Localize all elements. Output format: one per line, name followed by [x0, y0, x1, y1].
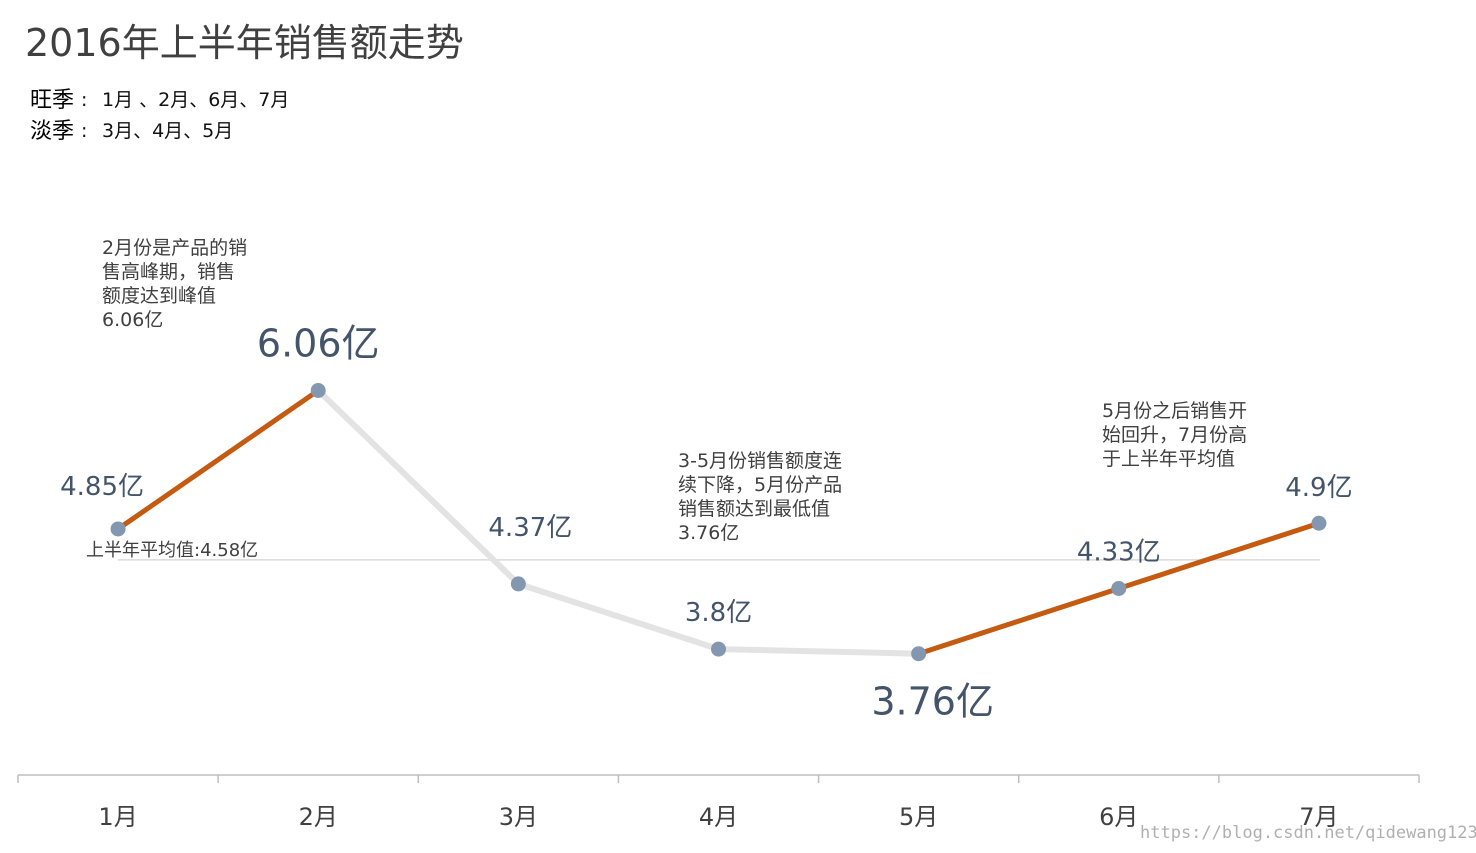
data-point-1 — [110, 521, 126, 537]
note-peak-line-2: 售高峰期，销售 — [102, 261, 235, 283]
note-peak-line-3: 额度达到峰值 — [102, 285, 216, 307]
value-label-4: 3.8亿 — [685, 598, 752, 628]
x-tick-label-5: 5月 — [899, 803, 938, 831]
average-label: 上半年平均值:4.58亿 — [86, 540, 258, 561]
legend-peak-key: 旺季 — [30, 88, 74, 113]
data-point-7 — [1311, 515, 1327, 531]
watermark: https://blog.csdn.net/qidewang123 — [1140, 823, 1476, 843]
x-tick-label-4: 4月 — [699, 803, 738, 831]
note-recovery-line-1: 5月份之后销售开 — [1102, 400, 1247, 422]
data-point-2 — [310, 383, 326, 399]
value-label-7: 4.9亿 — [1285, 473, 1352, 503]
value-label-3: 4.37亿 — [488, 513, 572, 543]
value-label-6: 4.33亿 — [1077, 537, 1161, 567]
note-decline-line-3: 销售额达到最低值 — [678, 498, 830, 520]
legend-peak-months: 1月 、2月、6月、7月 — [102, 89, 289, 111]
value-label-5: 3.76亿 — [871, 680, 994, 724]
note-recovery-line-3: 于上半年平均值 — [1102, 448, 1235, 470]
note-peak-line-1: 2月份是产品的销 — [102, 237, 247, 259]
data-point-4 — [711, 641, 726, 657]
line-segment-5 — [916, 585, 1122, 657]
line-segment-3 — [515, 580, 722, 653]
line-segment-2 — [315, 387, 522, 587]
data-point-5 — [911, 646, 927, 662]
season-legend: 旺季 : 1月 、2月、6月、7月 淡季 : 3月、4月、5月 — [30, 88, 289, 144]
value-labels: 4.85亿 6.06亿 4.37亿 3.8亿 3.76亿 4.33亿 4.9亿 — [60, 322, 1352, 724]
legend-off-key: 淡季 — [30, 119, 74, 144]
x-tick-label-1: 1月 — [98, 803, 137, 831]
note-decline-line-4: 3.76亿 — [678, 522, 739, 544]
x-tick-label-2: 2月 — [299, 803, 338, 831]
x-tick-label-6: 6月 — [1099, 803, 1138, 831]
x-tick-label-7: 7月 — [1299, 803, 1338, 831]
line-segment-4 — [715, 646, 922, 657]
line-segment-1 — [115, 388, 321, 532]
chart-title: 2016年上半年销售额走势 — [25, 21, 464, 65]
x-axis: 1月 2月 3月 4月 5月 6月 7月 — [17, 774, 1420, 831]
note-decline-line-1: 3-5月份销售额度连 — [678, 450, 842, 472]
data-point-3 — [510, 576, 526, 592]
line-segment-6 — [1116, 520, 1322, 591]
legend-off-sep: : — [81, 120, 87, 142]
data-markers — [110, 383, 1327, 662]
note-peak-line-4: 6.06亿 — [102, 309, 163, 331]
legend-peak-sep: : — [81, 89, 87, 111]
note-decline-line-2: 续下降，5月份产品 — [678, 474, 842, 496]
line-segments — [115, 387, 1322, 657]
note-recovery-line-2: 始回升，7月份高 — [1102, 424, 1247, 446]
value-label-2: 6.06亿 — [257, 322, 380, 366]
x-tick-label-3: 3月 — [499, 803, 538, 831]
data-point-6 — [1111, 580, 1127, 596]
value-label-1: 4.85亿 — [60, 472, 144, 502]
legend-off-months: 3月、4月、5月 — [102, 120, 233, 142]
